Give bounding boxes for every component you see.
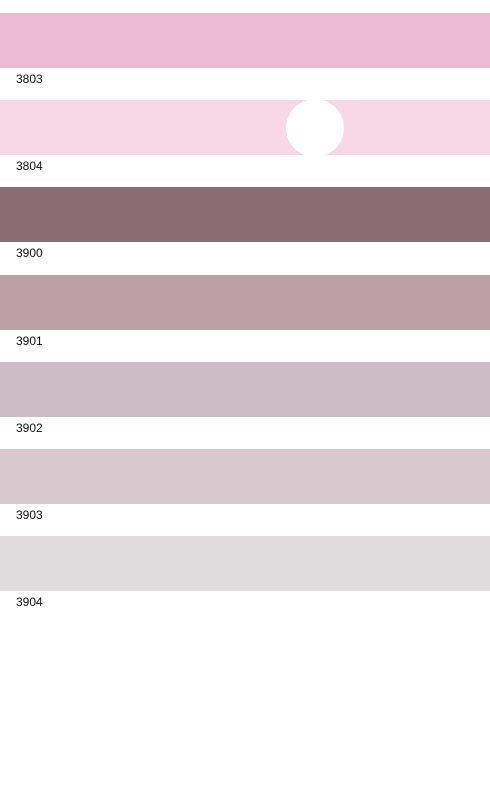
swatch-label: 3904 — [16, 595, 43, 610]
color-swatch[interactable] — [0, 187, 490, 243]
swatch-label: 3903 — [16, 508, 43, 522]
swatch-label: 3902 — [16, 420, 43, 435]
swatch-label: 3900 — [16, 246, 43, 261]
color-swatch[interactable] — [0, 449, 490, 504]
swatch-label: 3804 — [16, 159, 43, 174]
color-swatch[interactable] — [0, 274, 490, 330]
color-swatch[interactable] — [0, 361, 490, 417]
color-swatch[interactable] — [0, 13, 490, 68]
swatch-label: 3803 — [16, 72, 43, 86]
color-swatch[interactable] — [0, 100, 490, 156]
selection-indicator — [286, 99, 344, 157]
color-swatch[interactable] — [0, 536, 490, 592]
swatch-label: 3901 — [16, 333, 43, 348]
